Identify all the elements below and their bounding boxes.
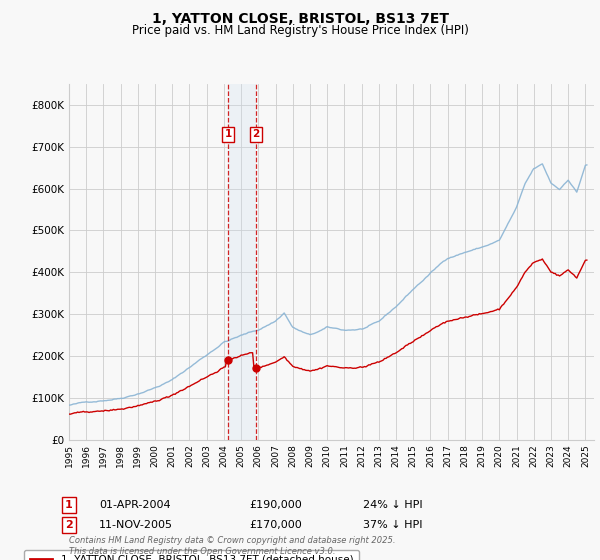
Text: 37% ↓ HPI: 37% ↓ HPI	[363, 520, 422, 530]
Text: 11-NOV-2005: 11-NOV-2005	[99, 520, 173, 530]
Text: 24% ↓ HPI: 24% ↓ HPI	[363, 500, 422, 510]
Legend: 1, YATTON CLOSE, BRISTOL, BS13 7ET (detached house), HPI: Average price, detache: 1, YATTON CLOSE, BRISTOL, BS13 7ET (deta…	[25, 550, 359, 560]
Text: Price paid vs. HM Land Registry's House Price Index (HPI): Price paid vs. HM Land Registry's House …	[131, 24, 469, 36]
Text: 2: 2	[65, 520, 73, 530]
Bar	[228, 84, 256, 440]
Text: 1: 1	[224, 129, 232, 139]
Text: £190,000: £190,000	[249, 500, 302, 510]
Text: 1, YATTON CLOSE, BRISTOL, BS13 7ET: 1, YATTON CLOSE, BRISTOL, BS13 7ET	[151, 12, 449, 26]
Text: 01-APR-2004: 01-APR-2004	[99, 500, 170, 510]
Text: Contains HM Land Registry data © Crown copyright and database right 2025.
This d: Contains HM Land Registry data © Crown c…	[69, 536, 395, 556]
Text: 2: 2	[252, 129, 259, 139]
Text: 1: 1	[65, 500, 73, 510]
Text: £170,000: £170,000	[249, 520, 302, 530]
